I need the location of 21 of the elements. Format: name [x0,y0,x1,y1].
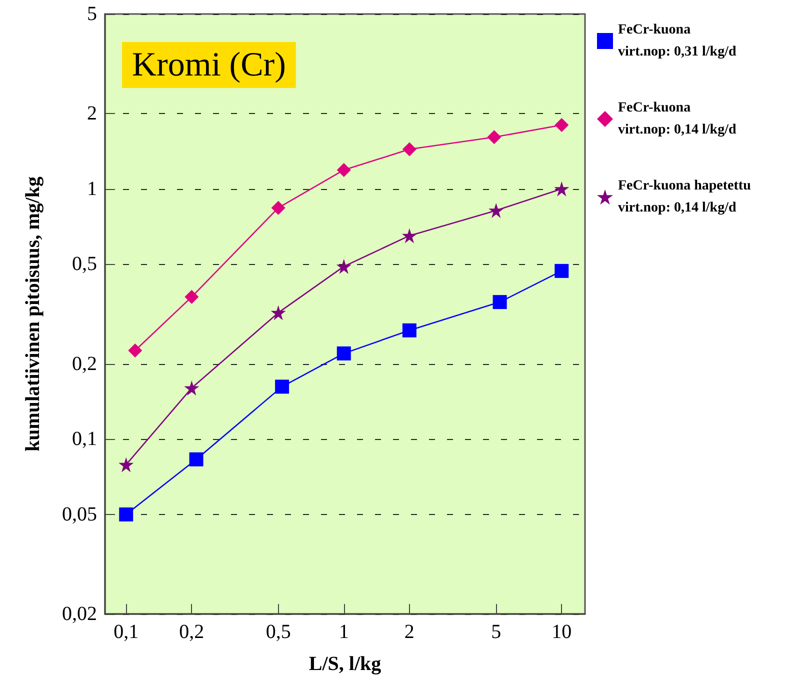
y-tick-label: 5 [87,3,97,25]
x-tick-label: 10 [552,621,572,643]
x-tick-label: 2 [404,621,414,643]
x-tick-label: 0,1 [114,621,139,643]
y-tick-label: 0,2 [72,352,97,375]
y-tick-label: 0,05 [62,503,97,526]
y-tick-label: 0,02 [62,603,97,625]
x-tick-label: 0,5 [266,621,291,643]
x-tick-label: 5 [491,621,502,643]
text: Kromi (Cr) [132,46,286,84]
legend-label: FeCr-kuona hapetettu virt.nop: 0,14 l/kg/d [618,178,752,216]
y-tick-label: 0,5 [72,253,97,276]
legend-label: FeCr-kuona virt.nop: 0,14 l/kg/d [618,100,736,138]
y-tick-label: 1 [87,178,97,200]
legend-label: FeCr-kuona virt.nop: 0,31 l/kg/d [618,22,736,60]
x-tick-label: 0,2 [179,621,204,643]
y-tick-label: 0,1 [72,428,97,450]
x-axis-title: L/S, l/kg [308,653,382,675]
x-tick-label: 1 [338,621,349,643]
y-axis-title: kumulatiivinen pitoisuus, mg/kg [22,176,44,452]
y-tick-label: 2 [87,102,97,125]
